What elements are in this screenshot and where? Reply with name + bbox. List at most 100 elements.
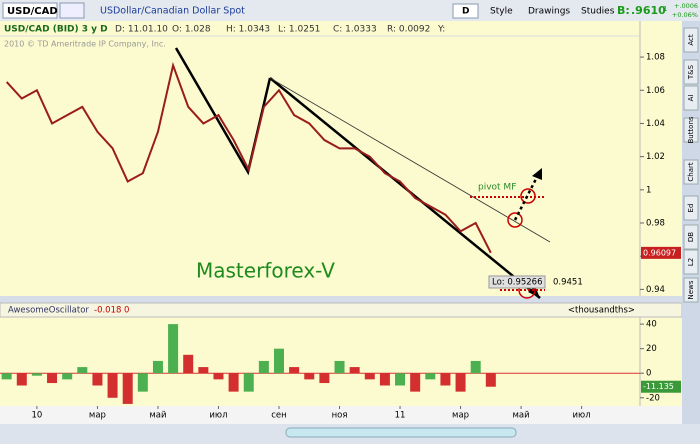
last-price: 0.96097 <box>643 248 676 257</box>
change-pct: +0.06% <box>672 11 698 19</box>
x-tick-label: июл <box>209 411 227 421</box>
osc-bar <box>16 373 27 386</box>
bid-label: B: <box>617 4 630 17</box>
x-tick-label: мар <box>452 411 469 421</box>
period-box[interactable] <box>452 3 479 19</box>
style-btn[interactable]: Style <box>490 7 513 17</box>
osc-bar <box>92 373 103 386</box>
copyright: 2010 © TD Ameritrade IP Company, Inc. <box>4 40 166 49</box>
osc-bar <box>152 360 163 374</box>
osc-bar <box>395 373 406 386</box>
osc-bar <box>168 324 179 374</box>
drawings-btn[interactable]: Drawings <box>528 7 570 17</box>
side-tab-label[interactable]: Ed <box>687 204 695 213</box>
osc-bar <box>137 373 148 392</box>
watermark: Masterforex-V <box>196 259 335 283</box>
annotation: 0.9451 <box>553 278 583 288</box>
side-tab <box>683 277 699 303</box>
last-value: -11.135 <box>643 382 674 391</box>
osc-bar <box>183 354 194 374</box>
osc-bar <box>440 373 451 386</box>
info-field: L: 1.0251 <box>278 25 320 35</box>
osc-bar <box>122 373 133 404</box>
info-field: D: 11.01.10 <box>115 25 168 35</box>
info-field: C: 1.0333 <box>333 25 377 35</box>
side-tab <box>683 195 699 221</box>
osc-bar <box>304 373 315 380</box>
y-tick-label: 0.98 <box>646 218 665 228</box>
side-tab <box>683 249 699 275</box>
osc-bar <box>485 373 496 387</box>
y-tick-label: -20 <box>646 393 660 403</box>
side-tab <box>683 224 699 250</box>
osc-bar <box>228 373 239 392</box>
last-price-box <box>641 246 681 259</box>
x-tick-label: 10 <box>32 411 43 421</box>
oscillator-panel <box>0 303 682 406</box>
osc-bar <box>289 367 300 374</box>
side-tab <box>683 85 699 111</box>
lo-box <box>488 275 546 289</box>
price-panel <box>0 21 682 296</box>
change: +.0006 <box>674 2 698 10</box>
y-tick-label: 20 <box>646 344 657 354</box>
y-tick-label: 1 <box>646 185 651 195</box>
side-tab-label[interactable]: Act <box>687 34 695 46</box>
side-tab-label[interactable]: DB <box>687 232 695 242</box>
osc-bar <box>258 360 269 374</box>
y-tick-label: 0 <box>646 369 651 379</box>
description: USDollar/Canadian Dollar Spot <box>100 6 245 17</box>
side-tab-label[interactable]: Chart <box>687 162 695 181</box>
side-tab-label[interactable]: T&S <box>687 64 695 80</box>
osc-bar <box>455 373 466 392</box>
side-tab-label[interactable]: News <box>687 280 695 299</box>
symbol-box[interactable] <box>2 2 58 19</box>
osc-bar <box>31 373 42 376</box>
symbol: USD/CAD <box>7 6 58 17</box>
side-tab <box>683 59 699 85</box>
scrollbar[interactable] <box>285 427 517 438</box>
side-tab-label[interactable]: L2 <box>687 258 695 266</box>
x-tick-label: май <box>149 411 166 421</box>
osc-bar <box>273 348 284 374</box>
x-tick-label: май <box>512 411 529 421</box>
annotation: Lo: 0.95266 <box>492 278 543 288</box>
osc-bar <box>364 373 375 380</box>
osc-bar <box>349 367 360 374</box>
osc-bar <box>470 360 481 374</box>
info-field: O: 1.028 <box>172 25 211 35</box>
x-tick-label: мар <box>89 411 106 421</box>
osc-bar <box>425 373 436 380</box>
osc-bar <box>107 373 118 398</box>
x-tick-label: ноя <box>332 411 348 421</box>
studies-btn[interactable]: Studies <box>581 7 615 17</box>
osc-bar <box>47 373 58 384</box>
y-tick-label: 40 <box>646 320 657 330</box>
last-value-box <box>641 380 681 393</box>
side-tab <box>683 159 699 185</box>
x-tick-label: 11 <box>395 411 406 421</box>
bid-tick: 1 <box>663 5 667 13</box>
x-axis-strip <box>0 406 682 424</box>
info-field: USD/CAD (BID) 3 y D <box>4 25 108 35</box>
osc-bar <box>379 373 390 386</box>
x-tick-label: сен <box>271 411 286 421</box>
toolbar <box>0 0 700 21</box>
y-tick-label: 1.04 <box>646 119 665 129</box>
annotation: pivot MF <box>478 183 516 193</box>
osc-bar <box>1 373 12 380</box>
y-tick-label: 0.94 <box>646 285 665 295</box>
side-tab-label[interactable]: Buttons <box>687 116 695 143</box>
bid: .9610 <box>631 4 666 17</box>
info-field: R: 0.0092 <box>387 25 430 35</box>
symbol-menu[interactable] <box>59 2 85 19</box>
study-name: AwesomeOscillator <box>8 306 89 316</box>
side-tab-label[interactable]: AI <box>687 95 695 102</box>
study-second: 0 <box>124 306 129 316</box>
study-value: -0.018 <box>94 306 121 316</box>
price-line <box>5 61 492 254</box>
osc-bar <box>243 373 254 392</box>
y-tick-label: 1.08 <box>646 53 665 63</box>
side-tab <box>683 117 699 143</box>
